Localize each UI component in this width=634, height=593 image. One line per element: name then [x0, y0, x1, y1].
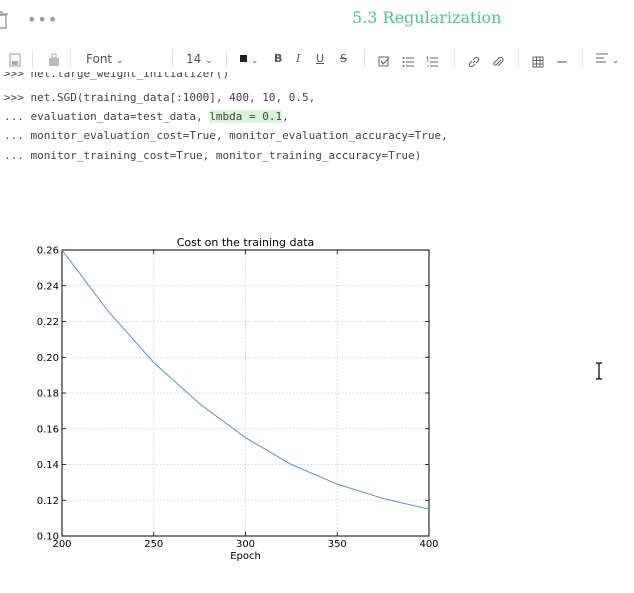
color-swatch-icon [240, 55, 247, 62]
text-cursor-icon [596, 362, 602, 380]
y-tick-label: 0.26 [37, 246, 59, 257]
toolbar-divider [518, 50, 519, 68]
table-icon[interactable] [532, 53, 544, 71]
checklist-icon[interactable] [378, 53, 390, 71]
toolbar-divider [70, 50, 71, 68]
y-tick-label: 0.10 [37, 532, 59, 543]
x-tick-label: 200 [52, 539, 71, 550]
toolbar-divider [582, 50, 583, 68]
code-line: >>> net.large_weight_initializer() [4, 72, 230, 80]
underline-button[interactable]: U [316, 52, 325, 65]
toolbar-divider [172, 50, 173, 68]
top-bar: ••• 5.3 Regularization [0, 0, 634, 42]
bullet-list-icon[interactable] [402, 53, 414, 71]
code-text: ... evaluation_data=test_data, [4, 110, 210, 123]
formatting-toolbar: Font ⌄ 14 ⌄ ⌄ B I U S [0, 46, 634, 72]
y-tick-label: 0.12 [37, 496, 59, 507]
x-tick-label: 300 [236, 539, 255, 550]
code-line: >>> net.SGD(training_data[:1000], 400, 1… [4, 91, 316, 104]
align-select[interactable]: ⌄ [596, 50, 619, 68]
code-line: ... monitor_training_cost=True, monitor_… [4, 149, 422, 162]
more-options-button[interactable]: ••• [27, 10, 59, 29]
toolbar-divider [32, 50, 33, 68]
chevron-down-icon: ⌄ [611, 56, 620, 66]
y-tick-label: 0.24 [37, 281, 59, 292]
highlighted-code: lmbda = 0.1 [209, 110, 283, 123]
y-tick-label: 0.18 [37, 389, 59, 400]
link-icon[interactable] [468, 53, 480, 71]
font-family-select[interactable]: Font ⌄ [86, 50, 124, 68]
attachment-icon[interactable] [492, 53, 504, 71]
strikethrough-button[interactable]: S [340, 52, 347, 65]
chevron-down-icon: ⌄ [250, 56, 259, 66]
text-color-button[interactable]: ⌄ [240, 50, 258, 68]
toolbar-divider [226, 50, 227, 68]
code-block[interactable]: >>> net.large_weight_initializer() >>> n… [0, 72, 634, 172]
y-tick-label: 0.20 [37, 353, 59, 364]
italic-button[interactable]: I [296, 52, 301, 65]
trash-icon[interactable] [0, 11, 8, 29]
plot-frame [61, 249, 430, 537]
bold-button[interactable]: B [274, 52, 283, 65]
chart-title: Cost on the training data [177, 236, 315, 249]
font-family-label: Font [86, 52, 113, 66]
x-axis-label: Epoch [230, 551, 261, 562]
x-tick-label: 400 [419, 539, 438, 550]
toolbar-divider [364, 50, 365, 68]
horizontal-rule-icon[interactable] [556, 53, 568, 71]
page-title: 5.3 Regularization [352, 8, 502, 27]
code-text: , [282, 110, 289, 123]
y-tick-label: 0.16 [37, 424, 59, 435]
code-line: ... monitor_evaluation_cost=True, monito… [4, 129, 448, 142]
code-line: ... evaluation_data=test_data, lmbda = 0… [4, 110, 289, 124]
save-icon[interactable] [9, 51, 21, 69]
chevron-down-icon: ⌄ [205, 56, 213, 66]
align-left-icon [596, 53, 608, 63]
font-size-label: 14 [186, 52, 202, 66]
y-tick-label: 0.22 [37, 317, 59, 328]
chevron-down-icon: ⌄ [115, 56, 124, 66]
x-tick-label: 350 [328, 539, 347, 550]
toolbar-divider [454, 50, 455, 68]
font-size-select[interactable]: 14 ⌄ [186, 50, 213, 68]
x-tick-label: 250 [144, 539, 163, 550]
y-tick-label: 0.14 [37, 460, 59, 471]
paint-icon[interactable] [48, 51, 60, 69]
numbered-list-icon[interactable] [426, 53, 438, 71]
series-line [61, 249, 430, 510]
